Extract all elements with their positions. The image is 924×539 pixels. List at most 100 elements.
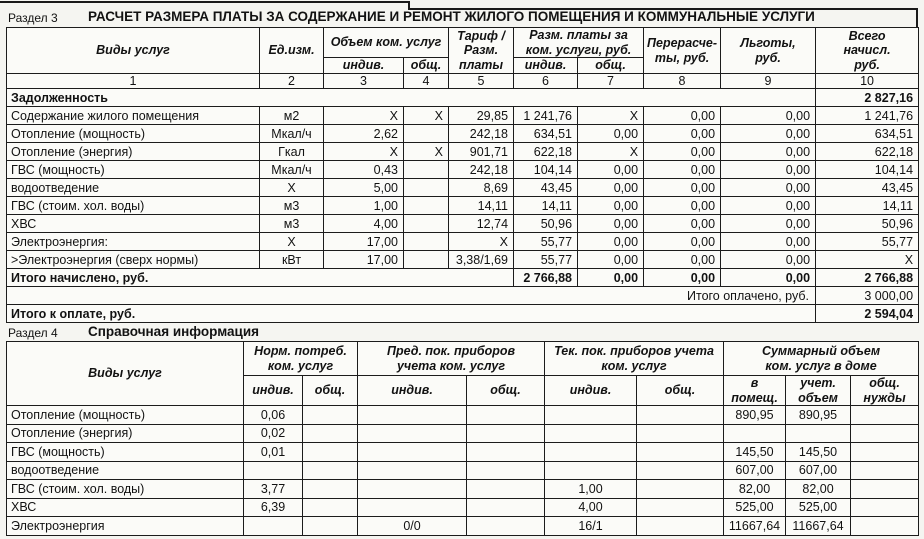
value-cell bbox=[466, 442, 546, 462]
value-cell: 242,18 bbox=[448, 160, 515, 179]
value-cell: 525,00 bbox=[723, 497, 787, 517]
row-label-cell: ГВС (мощность) bbox=[6, 160, 260, 179]
value-cell bbox=[850, 516, 920, 536]
top-scan-artifact-line-right bbox=[410, 8, 918, 10]
value-cell: 0,02 bbox=[243, 423, 303, 443]
value-cell: 145,50 bbox=[723, 442, 787, 462]
value-cell: 0,00 bbox=[577, 214, 645, 233]
value-cell: 1 241,76 bbox=[513, 106, 579, 125]
value-cell: 3,77 bbox=[243, 479, 303, 499]
header-cell: общ. bbox=[466, 375, 546, 406]
value-cell bbox=[301, 405, 359, 425]
value-cell bbox=[357, 423, 468, 443]
header-cell: Тек. пок. приборов учета ком. услуг bbox=[544, 341, 725, 376]
header-cell: общ. нужды bbox=[850, 375, 920, 406]
value-cell bbox=[544, 423, 638, 443]
value-cell: 2 766,88 bbox=[513, 268, 579, 287]
value-cell: 622,18 bbox=[815, 142, 920, 161]
value-cell: 43,45 bbox=[513, 178, 579, 197]
value-cell bbox=[357, 497, 468, 517]
value-cell bbox=[301, 442, 359, 462]
value-cell bbox=[850, 423, 920, 443]
value-cell: 1,00 bbox=[544, 479, 638, 499]
row-label-cell: Электроэнергия: bbox=[6, 232, 260, 251]
section3-label: Раздел 3 bbox=[8, 11, 58, 25]
value-cell: 0/0 bbox=[357, 516, 468, 536]
value-cell: 0,00 bbox=[720, 106, 817, 125]
value-cell: м3 bbox=[259, 214, 324, 233]
value-cell: 0,00 bbox=[643, 106, 722, 125]
value-cell: 3 bbox=[323, 73, 404, 89]
value-cell: 0,00 bbox=[643, 160, 722, 179]
value-cell: 0,00 bbox=[720, 268, 817, 287]
value-cell bbox=[243, 516, 303, 536]
value-cell bbox=[301, 423, 359, 443]
value-cell bbox=[850, 479, 920, 499]
row-label-cell: Отопление (энергия) bbox=[6, 423, 244, 443]
row-label-cell: Итого к оплате, руб. bbox=[5, 304, 817, 323]
value-cell: 0,00 bbox=[577, 250, 645, 269]
value-cell: 0,06 bbox=[243, 405, 303, 425]
header-cell: общ. bbox=[301, 375, 359, 406]
value-cell: 4,00 bbox=[323, 214, 404, 233]
value-cell: 0,00 bbox=[720, 178, 817, 197]
value-cell: 634,51 bbox=[513, 124, 579, 143]
row-label-cell: Отопление (мощность) bbox=[6, 124, 260, 143]
row-label-cell: Задолженность bbox=[5, 88, 817, 107]
value-cell: 2,62 bbox=[323, 124, 404, 143]
header-cell: индив. bbox=[357, 375, 468, 406]
value-cell bbox=[544, 405, 638, 425]
value-cell: 0,00 bbox=[720, 250, 817, 269]
row-label-cell: Отопление (энергия) bbox=[6, 142, 260, 161]
section4-title-bar: Раздел 4 Справочная информация bbox=[0, 324, 924, 341]
value-cell bbox=[402, 196, 450, 215]
value-cell: 890,95 bbox=[785, 405, 852, 425]
value-cell: 43,45 bbox=[815, 178, 920, 197]
value-cell: 0,00 bbox=[643, 178, 722, 197]
section4-title: Справочная информация bbox=[88, 324, 260, 339]
row-label-cell: Итого оплачено, руб. bbox=[5, 286, 817, 305]
value-cell: 2 594,04 bbox=[815, 304, 920, 323]
value-cell: 0,00 bbox=[577, 160, 645, 179]
value-cell bbox=[357, 405, 468, 425]
value-cell: 0,00 bbox=[720, 124, 817, 143]
value-cell: Гкал bbox=[259, 142, 324, 161]
value-cell: 10 bbox=[815, 73, 920, 89]
value-cell bbox=[636, 516, 725, 536]
value-cell: 0,00 bbox=[643, 232, 722, 251]
value-cell: 8 bbox=[643, 73, 722, 89]
value-cell bbox=[466, 497, 546, 517]
value-cell: 901,71 bbox=[448, 142, 515, 161]
header-cell: индив. bbox=[513, 57, 579, 74]
header-cell: Виды услуг bbox=[6, 341, 244, 406]
row-label-cell: ХВС bbox=[6, 214, 260, 233]
value-cell: 14,11 bbox=[448, 196, 515, 215]
value-cell: 2 bbox=[259, 73, 324, 89]
value-cell: 1,00 bbox=[323, 196, 404, 215]
value-cell: 0,00 bbox=[643, 124, 722, 143]
value-cell: X bbox=[402, 142, 450, 161]
header-cell: Виды услуг bbox=[6, 27, 260, 74]
value-cell: 622,18 bbox=[513, 142, 579, 161]
value-cell bbox=[850, 460, 920, 480]
value-cell: 0,00 bbox=[577, 178, 645, 197]
value-cell: 14,11 bbox=[513, 196, 579, 215]
value-cell: 16/1 bbox=[544, 516, 638, 536]
value-cell: 145,50 bbox=[785, 442, 852, 462]
header-cell: индив. bbox=[323, 57, 404, 74]
header-cell: Льготы, руб. bbox=[720, 27, 817, 74]
value-cell: X bbox=[577, 142, 645, 161]
value-cell bbox=[357, 460, 468, 480]
value-cell: X bbox=[323, 106, 404, 125]
value-cell bbox=[785, 423, 852, 443]
value-cell: 14,11 bbox=[815, 196, 920, 215]
value-cell: X bbox=[448, 232, 515, 251]
value-cell bbox=[301, 460, 359, 480]
value-cell: 0,00 bbox=[577, 124, 645, 143]
row-label-cell: ГВС (стоим. хол. воды) bbox=[6, 196, 260, 215]
row-label-cell: ГВС (мощность) bbox=[6, 442, 244, 462]
value-cell bbox=[402, 178, 450, 197]
top-scan-artifact-line-left bbox=[0, 1, 410, 3]
row-label-cell: водоотведение bbox=[6, 460, 244, 480]
value-cell: X bbox=[577, 106, 645, 125]
